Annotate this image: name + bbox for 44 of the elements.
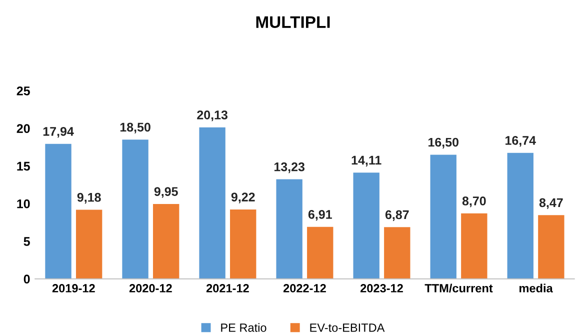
bar xyxy=(538,215,564,279)
y-tick-label: 5 xyxy=(24,237,30,246)
data-label: 17,94 xyxy=(43,126,74,138)
bar xyxy=(430,154,456,279)
bar xyxy=(199,127,226,279)
data-label: 9,95 xyxy=(154,187,178,198)
x-tick-label: media xyxy=(519,284,553,292)
data-label: 6,87 xyxy=(385,210,409,221)
bar xyxy=(384,227,410,279)
y-tick-label: 0 xyxy=(24,274,30,284)
y-tick-label: 15 xyxy=(17,162,30,171)
bar xyxy=(45,144,72,279)
data-label: 13,23 xyxy=(274,162,305,174)
chart-title: MULTIPLI xyxy=(256,16,330,28)
bar xyxy=(507,152,534,279)
data-label: 14,11 xyxy=(352,156,382,166)
x-tick-label: 2020-12 xyxy=(129,284,172,292)
x-tick-label: 2019-12 xyxy=(52,284,95,292)
x-tick-label: 2021-12 xyxy=(206,284,249,292)
data-label: 8,70 xyxy=(462,196,486,208)
bar xyxy=(76,210,102,279)
legend-label: EV-to-EBITDA xyxy=(310,324,385,332)
data-label: 18,50 xyxy=(120,122,150,134)
bar xyxy=(461,213,488,279)
bar xyxy=(307,226,334,279)
legend-label: PE Ratio xyxy=(221,323,266,332)
bar xyxy=(230,209,256,279)
data-label: 16,74 xyxy=(506,136,536,147)
bar xyxy=(276,179,302,279)
bar xyxy=(152,204,180,279)
bar xyxy=(122,140,148,279)
x-tick-label: 2023-12 xyxy=(360,284,403,292)
y-tick-label: 20 xyxy=(16,124,30,134)
data-label: 20,13 xyxy=(197,110,228,122)
x-tick-label: 2022-12 xyxy=(283,284,326,292)
x-tick-label: TTM/current xyxy=(424,284,493,293)
data-label: 9,22 xyxy=(231,192,255,204)
y-tick-label: 10 xyxy=(17,199,30,208)
bar xyxy=(353,172,380,279)
y-tick-label: 25 xyxy=(16,86,30,96)
data-label: 16,50 xyxy=(428,138,458,148)
data-label: 9,18 xyxy=(77,192,101,204)
data-label: 6,91 xyxy=(308,210,332,221)
data-label: 8,47 xyxy=(539,198,563,209)
